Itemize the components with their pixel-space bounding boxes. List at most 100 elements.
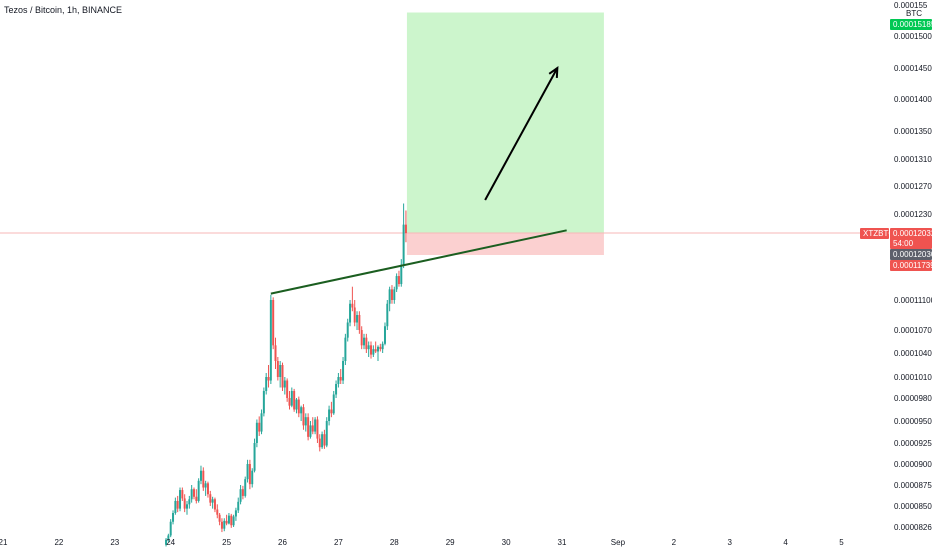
candle[interactable] bbox=[397, 270, 400, 287]
candle[interactable] bbox=[232, 514, 235, 527]
candle[interactable] bbox=[197, 478, 200, 503]
candle[interactable] bbox=[269, 294, 272, 384]
candle[interactable] bbox=[288, 391, 291, 410]
candle[interactable] bbox=[192, 487, 195, 500]
candle[interactable] bbox=[307, 413, 310, 441]
candle[interactable] bbox=[251, 468, 254, 488]
candle[interactable] bbox=[325, 417, 328, 448]
time-axis[interactable]: 21 22 23 24 25 26 27 28 29 30 31 Sep 2 3 4 5 bbox=[0, 538, 844, 547]
candle[interactable] bbox=[202, 467, 205, 491]
candle[interactable] bbox=[395, 273, 398, 293]
candle[interactable] bbox=[213, 497, 216, 513]
candle[interactable] bbox=[190, 485, 193, 503]
candle[interactable] bbox=[390, 285, 393, 304]
candle[interactable] bbox=[218, 513, 221, 526]
candle[interactable] bbox=[332, 391, 335, 415]
candle[interactable] bbox=[342, 357, 345, 384]
candle[interactable] bbox=[186, 500, 189, 515]
candle[interactable] bbox=[176, 495, 179, 513]
candle[interactable] bbox=[351, 286, 354, 312]
candle[interactable] bbox=[295, 398, 298, 414]
candle[interactable] bbox=[363, 333, 366, 350]
candle[interactable] bbox=[404, 210, 407, 243]
candle[interactable] bbox=[248, 459, 251, 490]
candle[interactable] bbox=[328, 405, 331, 426]
candle[interactable] bbox=[239, 485, 242, 505]
candle[interactable] bbox=[244, 476, 247, 498]
candle[interactable] bbox=[372, 345, 375, 357]
candle[interactable] bbox=[388, 286, 391, 312]
candle[interactable] bbox=[260, 409, 263, 435]
candle[interactable] bbox=[209, 490, 212, 506]
candle[interactable] bbox=[360, 326, 363, 350]
candle[interactable] bbox=[321, 431, 324, 449]
candle[interactable] bbox=[316, 416, 319, 443]
candle[interactable] bbox=[383, 322, 386, 346]
candle[interactable] bbox=[174, 497, 177, 515]
candle[interactable] bbox=[309, 421, 312, 439]
candle[interactable] bbox=[165, 538, 168, 547]
candle[interactable] bbox=[223, 518, 226, 532]
candle[interactable] bbox=[330, 401, 333, 418]
candle[interactable] bbox=[183, 494, 186, 513]
candle[interactable] bbox=[265, 373, 268, 395]
candle[interactable] bbox=[167, 533, 170, 543]
candle[interactable] bbox=[393, 286, 396, 304]
candle[interactable] bbox=[335, 380, 338, 399]
arrow-line[interactable] bbox=[484, 67, 559, 201]
candle[interactable] bbox=[274, 337, 277, 369]
candle[interactable] bbox=[300, 405, 303, 421]
candle[interactable] bbox=[370, 341, 373, 359]
candle[interactable] bbox=[311, 417, 314, 435]
candle[interactable] bbox=[283, 377, 286, 395]
candle[interactable] bbox=[376, 345, 379, 361]
candle[interactable] bbox=[199, 465, 202, 485]
candle[interactable] bbox=[230, 513, 233, 528]
candle[interactable] bbox=[400, 259, 403, 287]
candle[interactable] bbox=[220, 518, 223, 533]
candle[interactable] bbox=[204, 480, 207, 496]
candle[interactable] bbox=[302, 404, 305, 430]
candle[interactable] bbox=[216, 504, 219, 519]
candle[interactable] bbox=[304, 413, 307, 432]
candle[interactable] bbox=[241, 485, 244, 500]
candle[interactable] bbox=[365, 333, 368, 353]
target-zone[interactable] bbox=[406, 12, 604, 234]
candle[interactable] bbox=[279, 361, 282, 388]
candle[interactable] bbox=[169, 519, 172, 538]
candles-layer[interactable] bbox=[165, 203, 407, 547]
candle[interactable] bbox=[188, 495, 191, 509]
candle[interactable] bbox=[225, 514, 228, 526]
candle[interactable] bbox=[314, 417, 317, 435]
candle[interactable] bbox=[276, 357, 279, 381]
candle[interactable] bbox=[402, 203, 405, 269]
candle[interactable] bbox=[386, 300, 389, 330]
candle[interactable] bbox=[297, 396, 300, 418]
candle[interactable] bbox=[337, 373, 340, 388]
candle[interactable] bbox=[246, 459, 249, 483]
candle[interactable] bbox=[179, 487, 182, 512]
arrow-head[interactable] bbox=[548, 65, 559, 79]
candle[interactable] bbox=[227, 513, 230, 525]
candle[interactable] bbox=[206, 481, 209, 498]
candle[interactable] bbox=[267, 365, 270, 388]
candle[interactable] bbox=[237, 497, 240, 513]
candle[interactable] bbox=[253, 438, 256, 473]
trendline[interactable] bbox=[270, 229, 567, 295]
candle[interactable] bbox=[344, 333, 347, 365]
candle[interactable] bbox=[367, 341, 370, 358]
candle[interactable] bbox=[353, 300, 356, 327]
candle[interactable] bbox=[272, 297, 275, 350]
candle[interactable] bbox=[234, 507, 237, 521]
candle[interactable] bbox=[381, 341, 384, 354]
candle[interactable] bbox=[356, 311, 359, 330]
candle[interactable] bbox=[346, 318, 349, 342]
candle[interactable] bbox=[181, 487, 184, 501]
drawings-layer[interactable] bbox=[270, 65, 567, 295]
candle[interactable] bbox=[258, 416, 261, 436]
candle[interactable] bbox=[374, 341, 377, 354]
candle[interactable] bbox=[262, 387, 265, 417]
candle[interactable] bbox=[281, 362, 284, 391]
